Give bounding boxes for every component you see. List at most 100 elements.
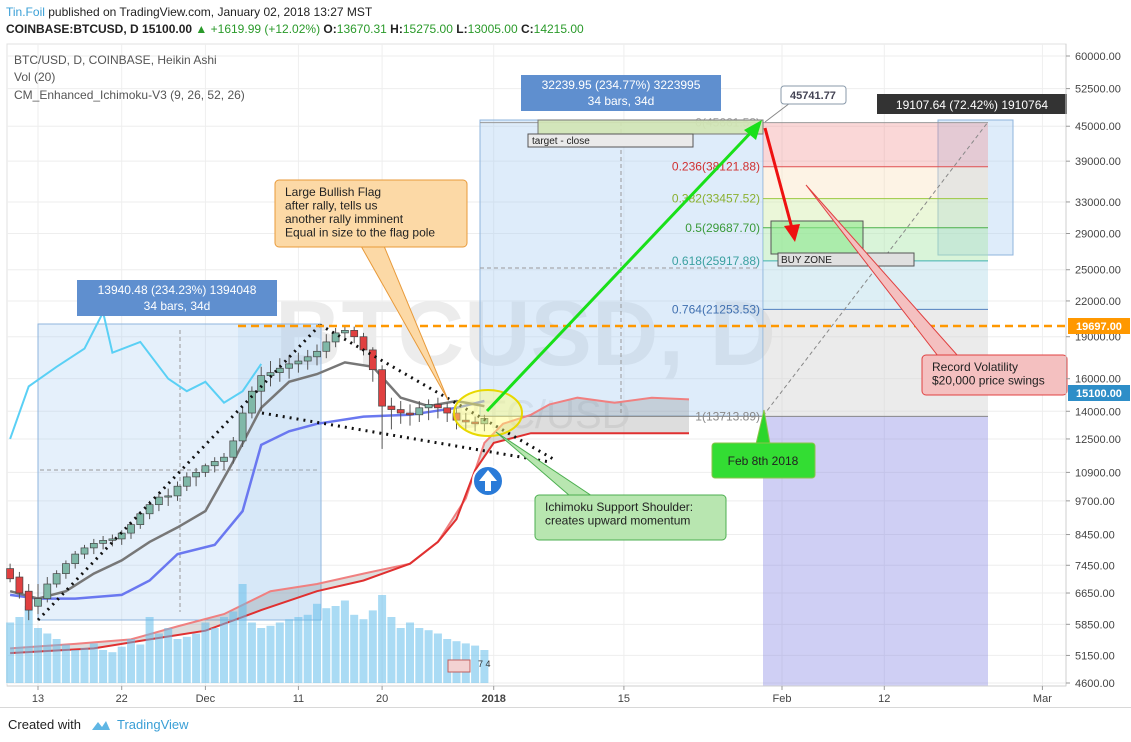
volume-bar bbox=[6, 622, 15, 683]
measure-left-label-box bbox=[77, 280, 277, 316]
volume-bar bbox=[480, 650, 489, 683]
fib-level-label: 0.764(21253.53) bbox=[672, 302, 760, 316]
tenkan-sen-line bbox=[9, 361, 485, 600]
buy-zone-label: BUY ZONE bbox=[781, 255, 832, 266]
volume-bar bbox=[471, 645, 480, 683]
flagpole-trendline bbox=[36, 323, 322, 622]
candle-up bbox=[89, 543, 98, 549]
time-axis-label: Dec bbox=[196, 693, 216, 705]
candle-down bbox=[24, 590, 33, 611]
volume-bar bbox=[34, 628, 42, 683]
event-flag-marker bbox=[447, 659, 471, 673]
bullish-flag-callout-text: another rally imminent bbox=[285, 212, 404, 226]
target-close-label-box bbox=[527, 133, 694, 148]
legend-main[interactable]: BTC/USD, D, COINBASE, Heikin Ashi bbox=[14, 53, 217, 67]
price-axis-label: 7450.00 bbox=[1075, 560, 1115, 572]
time-axis-label: Mar bbox=[1033, 693, 1052, 705]
volume-bar bbox=[294, 617, 303, 683]
candle-up bbox=[341, 330, 349, 334]
candle-up bbox=[257, 375, 266, 392]
price-tag-orange bbox=[1068, 318, 1130, 334]
measure-left-label-line1: 13940.48 (234.23%) 1394048 bbox=[98, 283, 257, 297]
volume-bar bbox=[396, 628, 405, 683]
footer: Created with TradingView bbox=[0, 707, 1131, 742]
candle-down bbox=[406, 412, 414, 416]
green-arrowhead bbox=[744, 120, 762, 140]
buy-zone-label-box bbox=[777, 252, 915, 267]
volume-bar bbox=[164, 628, 173, 683]
candle-down bbox=[434, 404, 442, 409]
volume-bar bbox=[15, 617, 24, 683]
volume-bar bbox=[266, 625, 275, 683]
fib-level-label: 0.236(38121.88) bbox=[672, 160, 760, 174]
price-axis-label: 33000.00 bbox=[1075, 197, 1121, 209]
candle-up bbox=[424, 404, 433, 409]
price-axis-label: 25000.00 bbox=[1075, 265, 1121, 277]
price-chart[interactable]: BTCUSD, DBTC/USD0(45661.53)0.236(38121.8… bbox=[0, 0, 1131, 707]
volume-bar bbox=[424, 630, 433, 683]
created-with-text: Created with bbox=[8, 717, 81, 732]
symbol-name: COINBASE:BTCUSD, D bbox=[6, 22, 139, 36]
candle-up bbox=[43, 583, 52, 599]
highlight-ellipse bbox=[453, 389, 523, 437]
price-axis-label: 12500.00 bbox=[1075, 434, 1121, 446]
measure-right-label-line1: 32239.95 (234.77%) 3223995 bbox=[542, 78, 701, 92]
volume-bar bbox=[173, 639, 182, 683]
fib-level-label: 1(13713.89) bbox=[695, 409, 760, 423]
volume-bar bbox=[108, 652, 117, 683]
candle-up bbox=[173, 485, 182, 497]
candle-up bbox=[155, 496, 163, 506]
open-label: O: bbox=[323, 22, 337, 36]
candle-up bbox=[238, 412, 247, 442]
price-axis-label: 39000.00 bbox=[1075, 156, 1121, 168]
volume-bar bbox=[257, 628, 266, 683]
candle-up bbox=[164, 495, 173, 498]
volume-bar bbox=[136, 644, 145, 683]
volume-bar bbox=[117, 646, 126, 683]
price-axis-label: 16000.00 bbox=[1075, 374, 1121, 386]
price-axis-label: 14000.00 bbox=[1075, 406, 1121, 418]
candle-up bbox=[192, 472, 200, 478]
legend-ichimoku[interactable]: CM_Enhanced_Ichimoku-V3 (9, 26, 52, 26) bbox=[14, 88, 245, 102]
author-link[interactable]: Tin.Foil bbox=[6, 5, 45, 19]
measure-far-label: 19107.64 (72.42%) 1910764 bbox=[896, 98, 1048, 112]
price-tag-orange-text: 19697.00 bbox=[1076, 321, 1122, 333]
candle-up bbox=[220, 456, 228, 462]
volume-bar bbox=[350, 614, 359, 683]
price-tag-blue-text: 15100.00 bbox=[1076, 388, 1122, 400]
volume-bar bbox=[182, 636, 191, 683]
candle-down bbox=[368, 349, 377, 371]
candle-down bbox=[443, 407, 452, 414]
volume-bar bbox=[154, 633, 163, 683]
volume-bar bbox=[340, 600, 349, 683]
fib-band bbox=[763, 122, 988, 167]
volume-bar bbox=[99, 650, 108, 683]
candle-up bbox=[285, 363, 293, 369]
up-arrow-glyph bbox=[479, 470, 497, 491]
volume-bar bbox=[80, 647, 89, 683]
volume-bar bbox=[247, 622, 256, 683]
price-change: +1619.99 (+12.02%) bbox=[210, 22, 321, 36]
fib-level-label: 0.5(29687.70) bbox=[685, 221, 760, 235]
price-axis-label: 5150.00 bbox=[1075, 650, 1115, 662]
bullish-flag-callout-box bbox=[274, 179, 468, 248]
high-label: H: bbox=[390, 22, 403, 36]
kijun-sen-line bbox=[9, 399, 485, 600]
candle-up bbox=[201, 465, 210, 473]
tradingview-logo-icon bbox=[92, 721, 110, 730]
publish-line: Tin.Foil published on TradingView.com, J… bbox=[6, 5, 372, 19]
open-value: 13670.31 bbox=[336, 22, 387, 36]
close-value: 14215.00 bbox=[533, 22, 584, 36]
date-callout-box bbox=[711, 442, 816, 479]
candle-down bbox=[15, 576, 24, 594]
price-axis-label: 22000.00 bbox=[1075, 296, 1121, 308]
legend-volume[interactable]: Vol (20) bbox=[14, 70, 56, 84]
event-marker-text: 7 4 bbox=[478, 659, 491, 669]
tradingview-link[interactable]: TradingView bbox=[117, 717, 189, 732]
volatility-callout-text: $20,000 price swings bbox=[932, 374, 1045, 388]
candle-up bbox=[322, 341, 331, 352]
time-axis-label: 12 bbox=[878, 693, 890, 705]
candle-down bbox=[378, 369, 386, 407]
close-label: C: bbox=[520, 22, 534, 36]
volume-bar bbox=[387, 617, 396, 683]
